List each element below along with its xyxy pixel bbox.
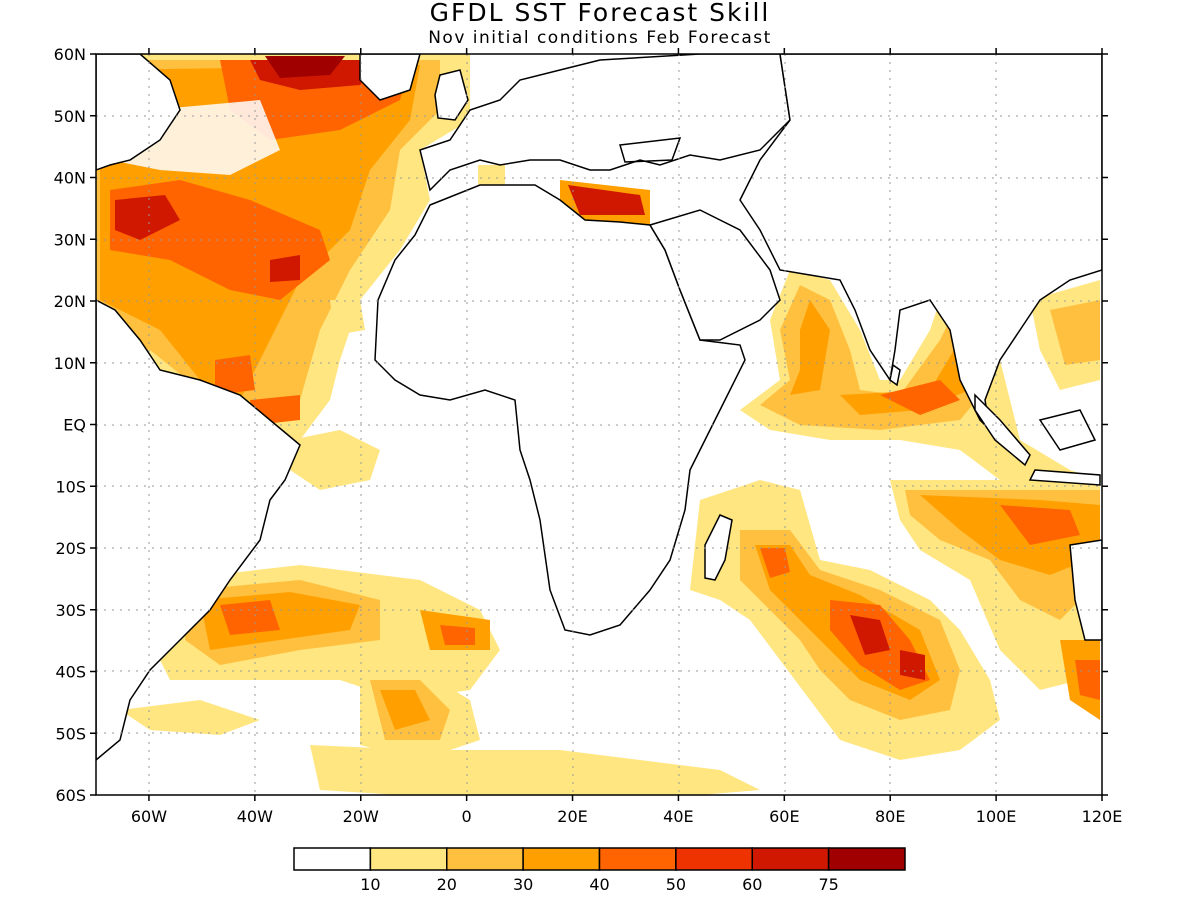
lat-tick-label: 30N xyxy=(54,230,86,249)
latitude-axis: 60N 50N 40N 30N 20N 10N EQ 10S 20S 30S 40S 50S 60S xyxy=(54,45,1108,805)
colorbar-label: 30 xyxy=(513,875,533,894)
chart-subtitle: Nov initial conditions Feb Forecast xyxy=(428,28,772,48)
south-indian-skill-area xyxy=(690,480,1100,760)
chart-title: GFDL SST Forecast Skill xyxy=(429,0,771,27)
lat-tick-label: 10N xyxy=(54,354,86,373)
americas-outline xyxy=(96,54,181,171)
lat-tick-label: 50N xyxy=(54,107,86,126)
lat-tick-label: 60N xyxy=(54,45,86,64)
colorbar-label: 40 xyxy=(589,875,609,894)
australia-outline xyxy=(1069,539,1102,641)
lon-tick-label: 60W xyxy=(131,807,167,826)
lon-tick-label: 0 xyxy=(462,807,472,826)
colorbar-swatch xyxy=(293,847,372,871)
lon-tick-label: 20W xyxy=(343,807,379,826)
lon-tick-label: 40E xyxy=(663,807,693,826)
colorbar-label: 75 xyxy=(818,875,838,894)
colorbar-label: 60 xyxy=(742,875,762,894)
uk-outline xyxy=(434,69,469,121)
lat-tick-label: 40N xyxy=(54,169,86,188)
lon-tick-label: 120E xyxy=(1082,807,1123,826)
asia-outline xyxy=(739,54,1102,433)
colorbar-swatch xyxy=(827,847,906,871)
colorbar-swatch xyxy=(446,847,524,871)
colorbar-swatch xyxy=(598,847,677,871)
madagascar-outline xyxy=(704,514,733,581)
lat-tick-label: 60S xyxy=(55,786,86,805)
lat-tick-label: EQ xyxy=(63,416,86,435)
colorbar-swatch xyxy=(751,847,830,871)
lon-tick-label: 20E xyxy=(557,807,587,826)
lat-tick-label: 50S xyxy=(55,724,86,743)
lat-tick-label: 30S xyxy=(55,601,86,620)
lat-tick-label: 20S xyxy=(55,539,86,558)
lon-tick-label: 80E xyxy=(875,807,905,826)
colorbar: 10 20 30 40 50 60 75 xyxy=(293,847,906,894)
lon-tick-label: 60E xyxy=(769,807,799,826)
colorbar-swatch xyxy=(522,847,601,871)
lat-tick-label: 10S xyxy=(55,477,86,496)
lat-tick-label: 20N xyxy=(54,292,86,311)
colorbar-swatch xyxy=(675,847,753,871)
arabia-outline xyxy=(648,209,781,341)
colorbar-swatch xyxy=(369,847,448,871)
gridlines xyxy=(96,54,1102,795)
colorbar-label: 20 xyxy=(437,875,457,894)
europe-outline xyxy=(419,54,791,192)
south-atlantic-skill-area xyxy=(120,565,760,795)
skill-field xyxy=(96,54,1100,795)
coastlines xyxy=(96,54,1102,761)
lon-tick-label: 100E xyxy=(976,807,1017,826)
colorbar-label: 50 xyxy=(666,875,686,894)
lat-tick-label: 40S xyxy=(55,663,86,682)
colorbar-label: 10 xyxy=(360,875,380,894)
indonesia-outline xyxy=(974,393,1031,467)
longitude-axis: 60W 40W 20W 0 20E 40E 60E 80E 100E 120E xyxy=(131,48,1122,826)
lon-tick-label: 40W xyxy=(237,807,273,826)
africa-outline xyxy=(374,184,746,636)
